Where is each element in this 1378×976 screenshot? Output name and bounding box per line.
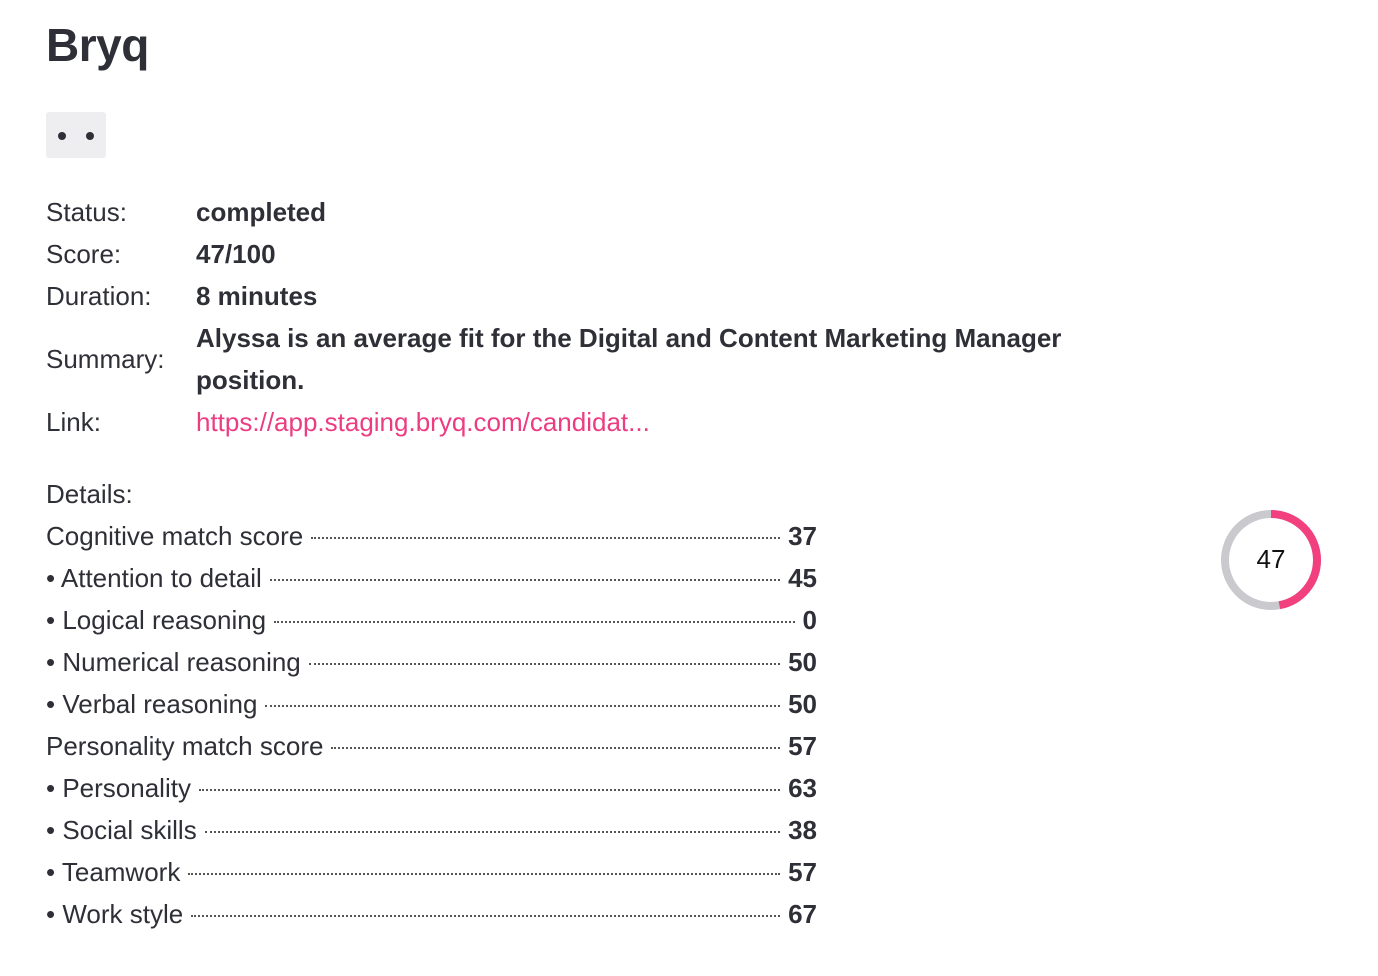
detail-row: • Personality 63	[46, 767, 817, 809]
detail-value: 57	[788, 857, 817, 887]
details-title: Details:	[46, 479, 133, 509]
detail-row: • Teamwork 57	[46, 851, 817, 893]
leader	[191, 915, 781, 917]
link[interactable]: https://app.staging.bryq.com/candidat...	[196, 407, 650, 437]
field-value: 8 minutes	[196, 281, 318, 311]
detail-row: • Numerical reasoning 50	[46, 641, 817, 683]
detail-value: 67	[788, 899, 817, 929]
detail-label: • Social skills	[46, 815, 197, 845]
field-row: Score: 47/100	[46, 233, 1176, 275]
leader	[265, 705, 781, 707]
detail-label: Cognitive match score	[46, 521, 304, 551]
leader	[269, 579, 781, 581]
leader	[308, 663, 781, 665]
detail-value: 50	[788, 689, 817, 719]
score-gauge: 47	[1221, 510, 1321, 610]
detail-value: 0	[802, 605, 817, 635]
fields: Status: completed Score: 47/100 Duration: 8 m…	[46, 191, 1176, 443]
detail-value: 37	[788, 521, 817, 551]
field-label: Status:	[46, 197, 127, 227]
detail-label: • Personality	[46, 773, 191, 803]
gauge-arc	[1221, 510, 1321, 610]
field-value: Alyssa is an average fit for the Digital…	[196, 323, 1062, 395]
field-row: Status: completed	[46, 191, 1176, 233]
field-value: completed	[196, 197, 327, 227]
field-value: 47/100	[196, 239, 276, 269]
more-button[interactable]	[46, 112, 106, 158]
field-row: Duration: 8 minutes	[46, 275, 1176, 317]
leader	[188, 873, 781, 875]
detail-label: Personality match score	[46, 731, 324, 761]
field-label: Duration:	[46, 281, 152, 311]
field-label: Link:	[46, 407, 101, 437]
leader	[311, 537, 781, 539]
gauge-label: 47	[1257, 544, 1286, 574]
detail-row: • Attention to detail 45	[46, 557, 817, 599]
leader	[198, 789, 781, 791]
detail-value: 50	[788, 647, 817, 677]
detail-label: • Numerical reasoning	[46, 647, 301, 677]
field-label: Summary:	[46, 344, 165, 374]
details-list: Cognitive match score 37 • Attention to de…	[46, 515, 817, 935]
detail-label: • Verbal reasoning	[46, 689, 258, 719]
field-value: https://app.staging.bryq.com/candidat...	[196, 401, 650, 443]
detail-value: 45	[788, 563, 817, 593]
detail-label: • Logical reasoning	[46, 605, 267, 635]
detail-row: • Social skills 38	[46, 809, 817, 851]
detail-value: 63	[788, 773, 817, 803]
page-title: Bryq	[46, 19, 149, 71]
detail-value: 38	[788, 815, 817, 845]
detail-label: • Work style	[46, 899, 184, 929]
field-row: Link: https://app.staging.bryq.com/candid…	[46, 401, 1176, 443]
detail-row: Personality match score 57	[46, 725, 817, 767]
field-label: Score:	[46, 239, 122, 269]
detail-row: • Verbal reasoning 50	[46, 683, 817, 725]
detail-row: Cognitive match score 37	[46, 515, 817, 557]
leader	[274, 621, 795, 623]
detail-value: 57	[788, 731, 817, 761]
detail-label: • Attention to detail	[46, 563, 262, 593]
detail-row: • Logical reasoning 0	[46, 599, 817, 641]
leader	[331, 747, 781, 749]
field-row: Summary: Alyssa is an average fit for the…	[46, 317, 1176, 401]
detail-row: • Work style 67	[46, 893, 817, 935]
leader	[204, 831, 781, 833]
detail-label: • Teamwork	[46, 857, 181, 887]
